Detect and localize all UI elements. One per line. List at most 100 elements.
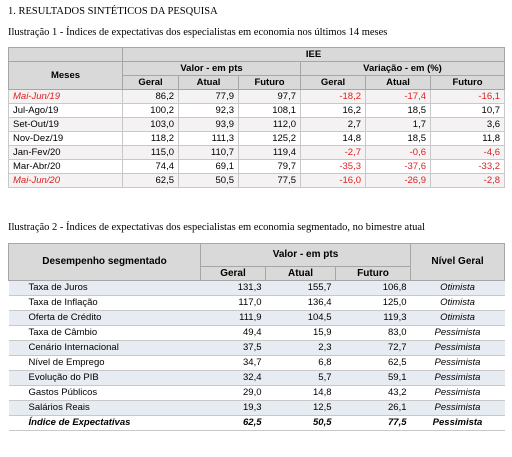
row-label: Jan-Fev/20 [8, 145, 123, 160]
cell: -16,1 [429, 89, 506, 104]
row: Oferta de Crédito 111,9 104,5 119,3 Otimista [8, 310, 505, 326]
subgroup: Valor - em pts [122, 61, 301, 76]
cell: 72,7 [335, 340, 411, 356]
cell: 108,1 [238, 103, 301, 118]
cell: 111,3 [178, 131, 239, 146]
cell: Otimista [410, 295, 505, 311]
cell: -18,2 [300, 89, 366, 104]
cell: 79,7 [238, 159, 301, 174]
cell: 15,9 [265, 325, 336, 341]
cell: 77,5 [238, 173, 301, 188]
cell: 125,2 [238, 131, 301, 146]
cell: -37,6 [365, 159, 431, 174]
last-header: Nível Geral [410, 243, 505, 281]
row-label: Nov-Dez/19 [8, 131, 123, 146]
row-label: Cenário Internacional [8, 340, 201, 356]
cell: 26,1 [335, 400, 411, 416]
cell: -26,9 [365, 173, 431, 188]
cell: -0,6 [365, 145, 431, 160]
cell: 112,0 [238, 117, 301, 132]
row: Jan-Fev/20 115,0 110,7 119,4 -2,7 -0,6 -4,6 [8, 145, 506, 160]
cell: 97,7 [238, 89, 301, 104]
row-label: Nível de Emprego [8, 355, 201, 371]
cell: 1,7 [365, 117, 431, 132]
blank [8, 47, 123, 62]
row-label: Taxa de Inflação [8, 295, 201, 311]
cell: Pessimista [410, 325, 505, 341]
cell: 111,9 [200, 310, 266, 326]
cell: 43,2 [335, 385, 411, 401]
column-header: Atual [178, 75, 239, 90]
column-header: Atual [265, 266, 336, 281]
cell: 62,5 [122, 173, 179, 188]
cell: -17,4 [365, 89, 431, 104]
row-label: Índice de Expectativas [8, 415, 201, 431]
cell: Pessimista [410, 385, 505, 401]
cell: 5,7 [265, 370, 336, 386]
cell: 32,4 [200, 370, 266, 386]
cell: Pessimista [410, 355, 505, 371]
cell: 6,8 [265, 355, 336, 371]
cell: 19,3 [200, 400, 266, 416]
cell: -35,3 [300, 159, 366, 174]
row: Nível de Emprego 34,7 6,8 62,5 Pessimista [8, 355, 505, 371]
column-header: Futuro [238, 75, 301, 90]
cell: 77,5 [335, 415, 411, 431]
column-header: Futuro [335, 266, 411, 281]
cell: -16,0 [300, 173, 366, 188]
cell: 117,0 [200, 295, 266, 311]
cell: 10,7 [429, 103, 506, 118]
cell: Pessimista [410, 370, 505, 386]
row-label: Gastos Públicos [8, 385, 201, 401]
row: Jul-Ago/19 100,2 92,3 108,1 16,2 18,5 10,7 [8, 103, 506, 118]
column-header: Geral [122, 75, 179, 90]
cell: 49,4 [200, 325, 266, 341]
cell: 34,7 [200, 355, 266, 371]
row: Gastos Públicos 29,0 14,8 43,2 Pessimista [8, 385, 505, 401]
cell: 86,2 [122, 89, 179, 104]
row: Evolução do PIB 32,4 5,7 59,1 Pessimista [8, 370, 505, 386]
cell: 103,0 [122, 117, 179, 132]
cell: 136,4 [265, 295, 336, 311]
cell: Pessimista [410, 415, 505, 431]
cell: 59,1 [335, 370, 411, 386]
cell: 16,2 [300, 103, 366, 118]
row: Taxa de Juros 131,3 155,7 106,8 Otimista [8, 280, 505, 296]
table: IEE Meses Valor - em pts Variação - em (%)… [8, 47, 506, 188]
cell: Otimista [410, 280, 505, 296]
caption: Ilustração 1 - Índices de expectativas d… [8, 27, 388, 38]
cell: 37,5 [200, 340, 266, 356]
row-header: Desempenho segmentado [8, 243, 201, 281]
row: Taxa de Inflação 117,0 136,4 125,0 Otimista [8, 295, 505, 311]
row: Mai-Jun/19 86,2 77,9 97,7 -18,2 -17,4 -16,1 [8, 89, 506, 104]
cell: 18,5 [365, 103, 431, 118]
cell: 125,0 [335, 295, 411, 311]
cell: 100,2 [122, 103, 179, 118]
cell: 115,0 [122, 145, 179, 160]
table: Desempenho segmentado Valor - em pts Nível… [8, 243, 505, 431]
cell: -33,2 [429, 159, 506, 174]
row: Mar-Abr/20 74,4 69,1 79,7 -35,3 -37,6 -33,2 [8, 159, 506, 174]
cell: 106,8 [335, 280, 411, 296]
cell: Pessimista [410, 400, 505, 416]
row-label: Taxa de Juros [8, 280, 201, 296]
cell: 92,3 [178, 103, 239, 118]
cell: 3,6 [429, 117, 506, 132]
column-header: Geral [200, 266, 266, 281]
row: Set-Out/19 103,0 93,9 112,0 2,7 1,7 3,6 [8, 117, 506, 132]
row-header: Meses [8, 61, 123, 90]
cell: 110,7 [178, 145, 239, 160]
cell: 62,5 [335, 355, 411, 371]
cell: 131,3 [200, 280, 266, 296]
column-header: Futuro [429, 75, 506, 90]
heading: 1. RESULTADOS SINTÉTICOS DA PESQUISA [8, 6, 218, 17]
cell: 69,1 [178, 159, 239, 174]
cell: 93,9 [178, 117, 239, 132]
cell: -2,8 [429, 173, 506, 188]
cell: 118,2 [122, 131, 179, 146]
cell: 50,5 [265, 415, 336, 431]
column-header: Geral [300, 75, 366, 90]
row: Salários Reais 19,3 12,5 26,1 Pessimista [8, 400, 505, 416]
row-label: Mar-Abr/20 [8, 159, 123, 174]
cell: 83,0 [335, 325, 411, 341]
